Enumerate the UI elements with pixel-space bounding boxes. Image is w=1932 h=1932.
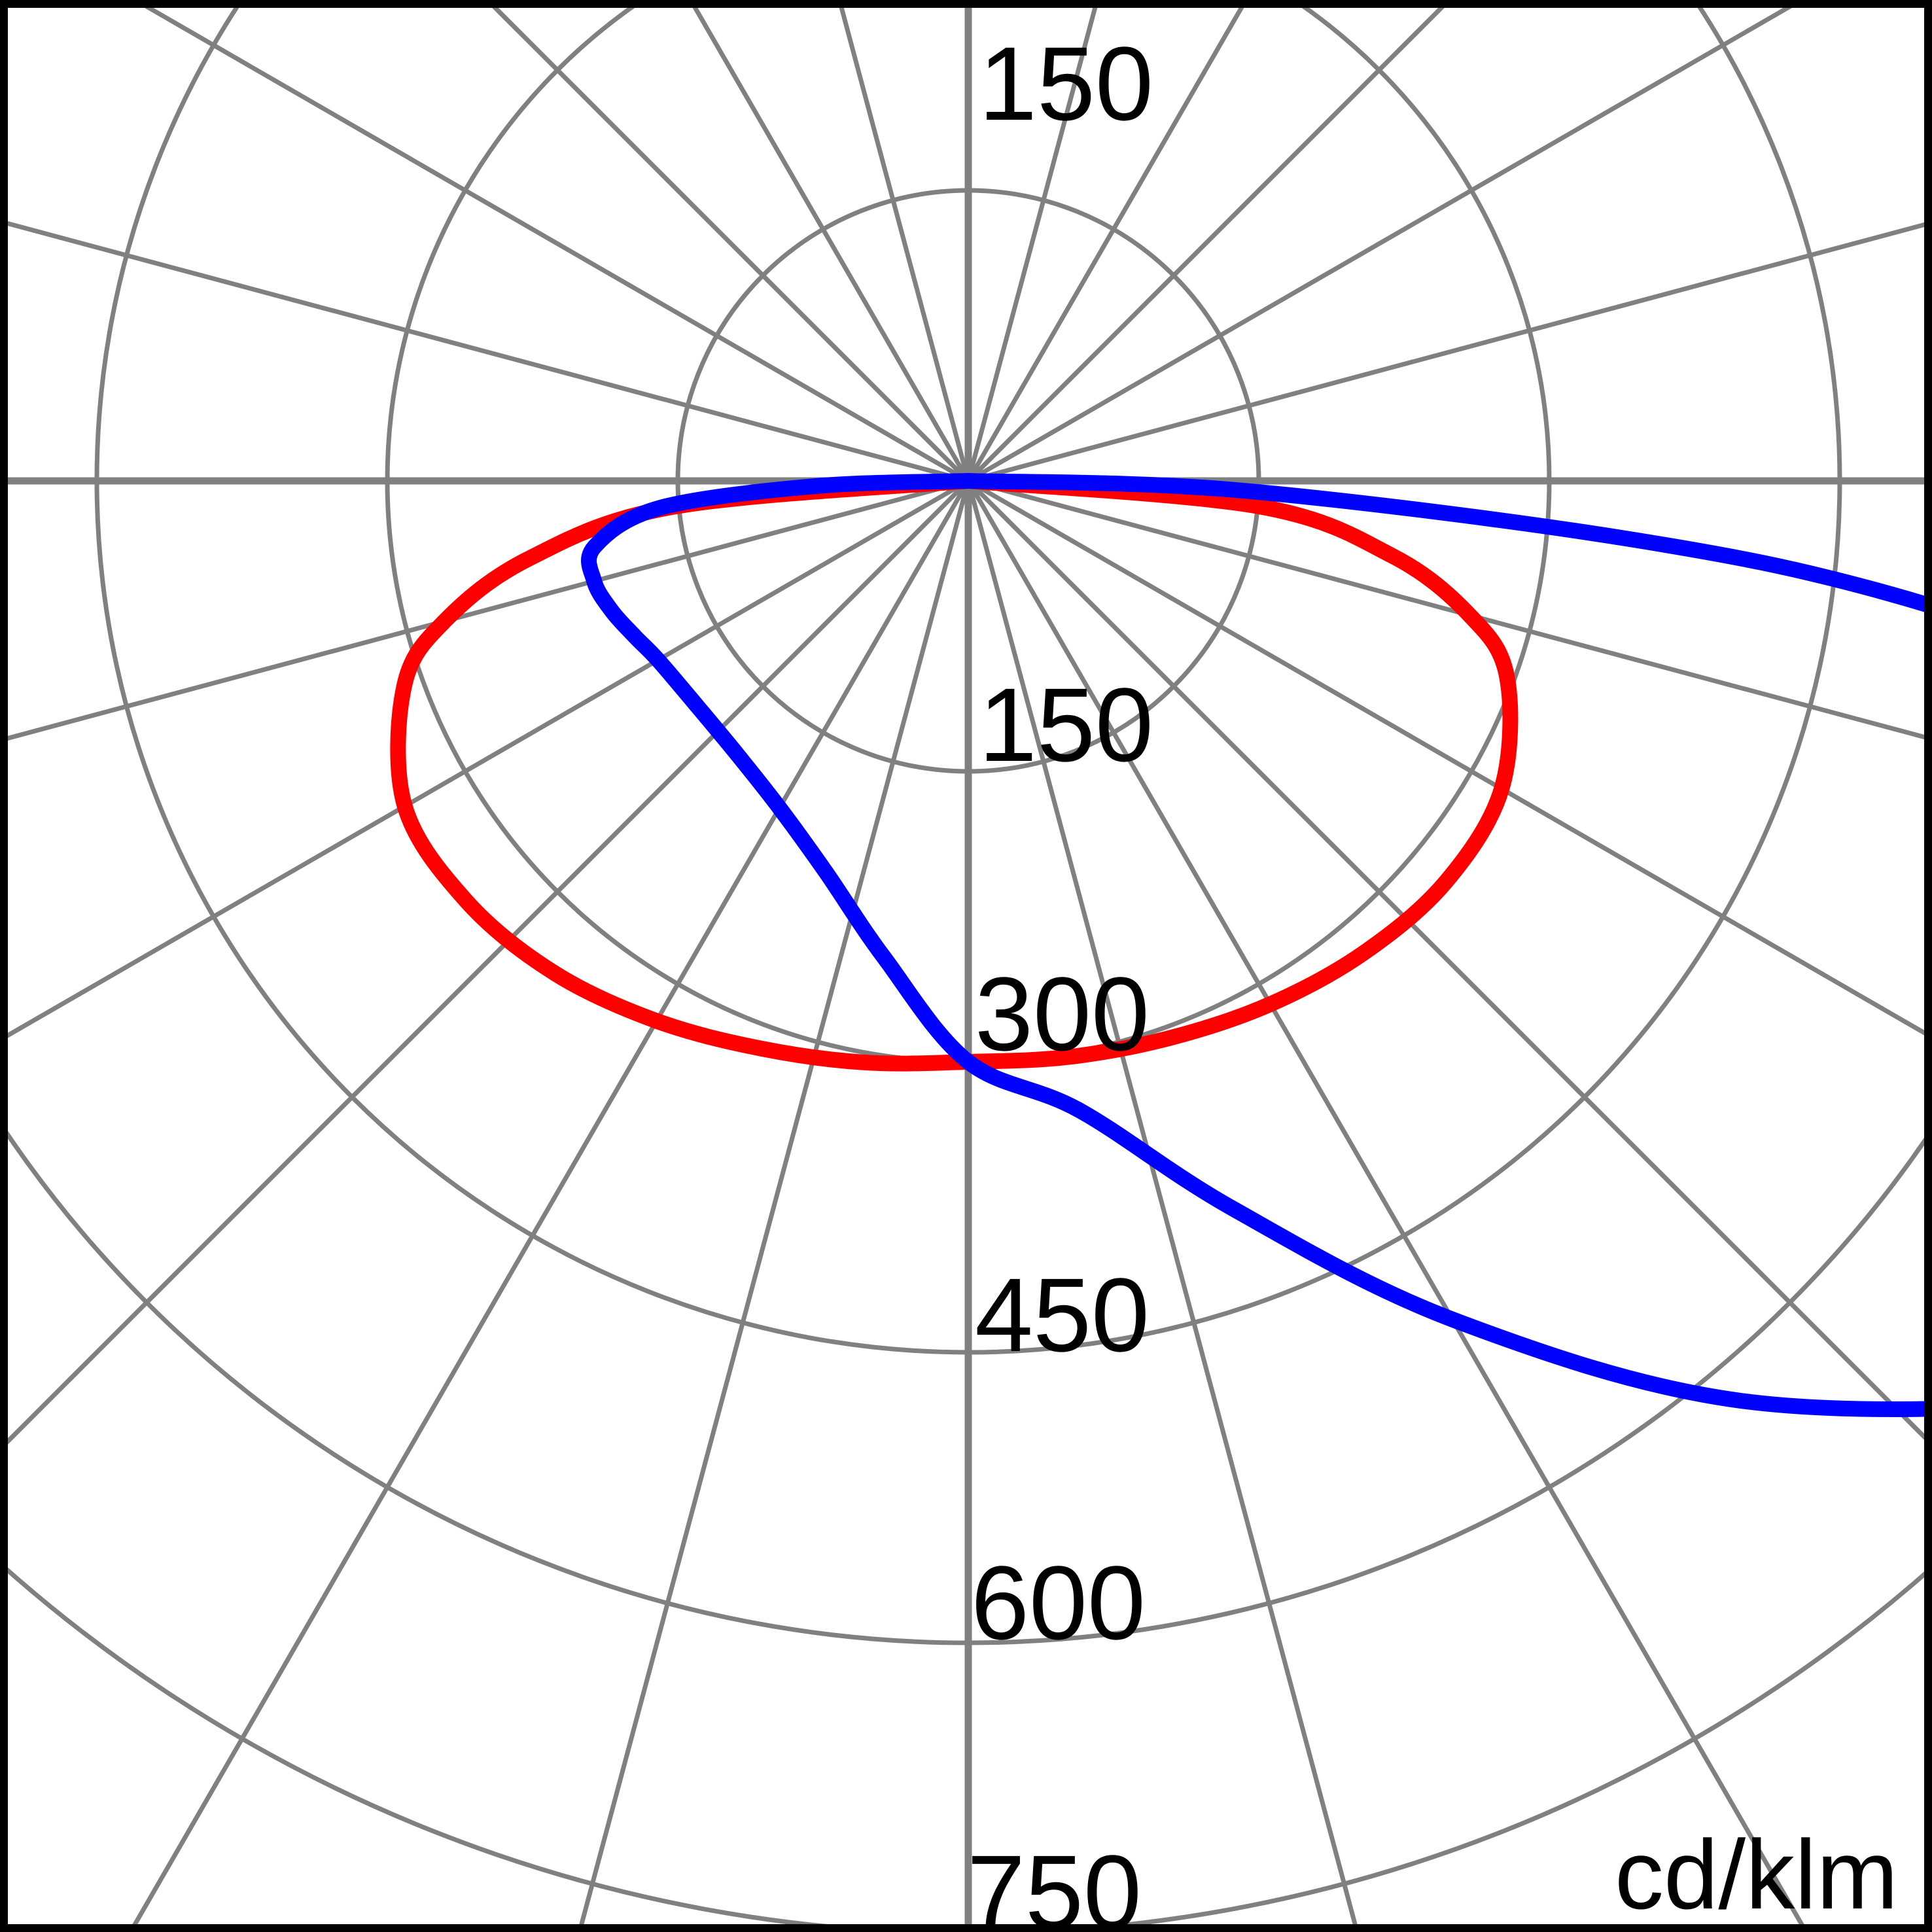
radial-label-150: 150 [979,666,1153,783]
angular-gridline--105 [0,219,969,483]
radial-label-300: 300 [975,955,1150,1072]
angular-gridline--75 [0,478,969,743]
angular-gridline--135 [484,0,970,483]
angular-gridline--165 [837,0,971,482]
intensity-curves [390,473,1932,1417]
radial-label-450: 450 [975,1256,1150,1373]
angular-gridline--30 [128,480,971,1932]
angular-gridline-120 [967,0,1806,483]
unit-label: cd/klm [1615,1819,1899,1929]
angular-label-150: 150 [979,25,1153,142]
angular-gridline--45 [0,479,970,1452]
radial-gridline-600 [0,1118,1932,1645]
angular-gridline-60 [967,478,1932,1040]
angular-gridline-105 [968,220,1932,483]
angular-gridline-135 [966,0,1452,483]
angular-gridline-15 [966,480,1360,1932]
angular-gridline--60 [0,478,970,1043]
angular-gridline-150 [966,0,1249,482]
radial-gridline-450 [94,0,1842,1355]
angular-gridline--120 [130,0,970,483]
angular-gridline-30 [966,480,1809,1932]
radial-label-750: 750 [967,1833,1142,1932]
curve-c90-c270 [581,473,1932,1417]
angular-gridline-45 [966,479,1932,1448]
angular-gridline-165 [966,0,1100,482]
angular-gridline--15 [577,480,971,1932]
angular-gridline--150 [688,0,971,482]
radial-gridline-150 [675,188,1261,774]
radial-label-600: 600 [971,1544,1146,1661]
angular-gridline-75 [968,478,1932,742]
